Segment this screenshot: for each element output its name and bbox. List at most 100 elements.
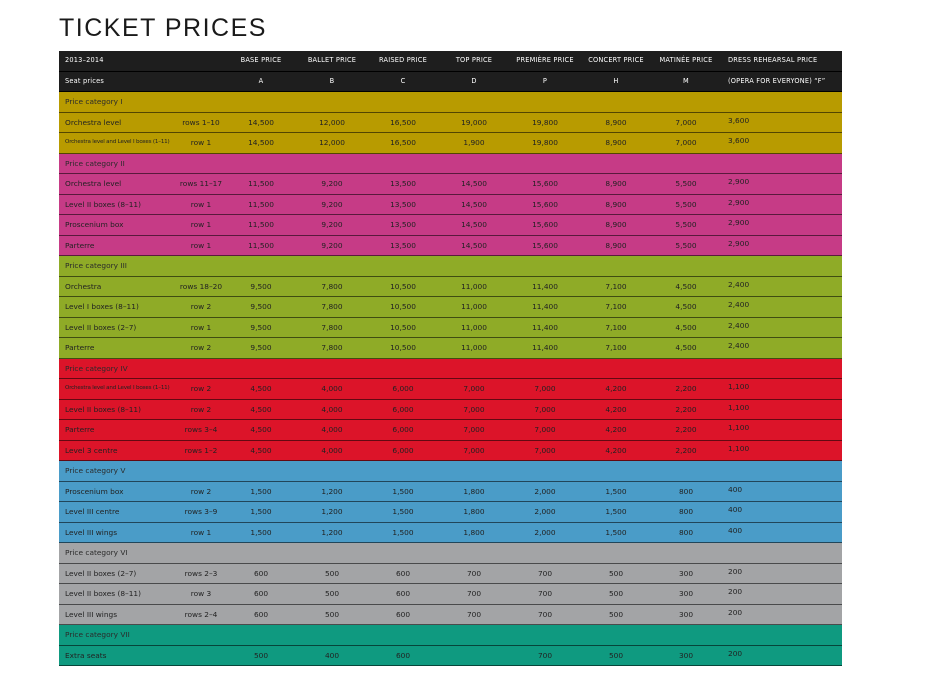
- seat-section: Parterre: [65, 343, 95, 352]
- price-category-header: Price category VII: [59, 625, 842, 646]
- price-cell: 600: [395, 609, 411, 619]
- price-cell: 300: [678, 609, 694, 619]
- column-header: BASE PRICE: [240, 56, 282, 64]
- price-cell: 12,000: [319, 117, 345, 127]
- seat-section: Orchestra level and Level I boxes (1–11): [65, 139, 170, 145]
- price-cell: 13,500: [390, 179, 416, 188]
- table-row: Level I boxes (8–11) row 2 9,500 7,800 10,50…: [59, 297, 842, 318]
- table-row: Level II boxes (8–11) row 1 11,500 9,200 13,…: [59, 194, 842, 215]
- price-cell: 4,200: [605, 445, 627, 455]
- price-category-header: Price category V: [59, 461, 842, 482]
- price-cell: 9,500: [250, 281, 272, 291]
- price-cell: 1,500: [392, 507, 414, 516]
- seat-rows: row 1: [190, 240, 212, 250]
- price-cell: 2,900: [728, 197, 750, 207]
- seat-rows: rows 3–4: [184, 425, 218, 434]
- page-title: TICKET PRICES: [59, 14, 267, 42]
- price-cell: 1,800: [463, 486, 485, 496]
- price-cell: 700: [537, 650, 553, 660]
- price-cell: 1,100: [728, 382, 750, 391]
- table-row: Orchestra rows 18–20 9,500 7,800 10,500 11,00…: [59, 276, 842, 297]
- header-row: 2013–2014 BASE PRICE BALLET PRICE RAISED PR…: [59, 51, 842, 72]
- price-cell: 7,000: [675, 138, 697, 147]
- price-cell: 4,500: [675, 322, 697, 332]
- seat-section: Proscenium box: [65, 486, 124, 496]
- seat-rows: row 3: [190, 589, 212, 598]
- price-cell: 4,500: [250, 445, 272, 455]
- price-cell: 1,800: [463, 527, 485, 537]
- seat-rows: rows 1–2: [184, 445, 218, 455]
- price-cell: 4,500: [675, 302, 697, 311]
- price-cell: 500: [608, 609, 624, 619]
- price-cell: 7,100: [605, 281, 627, 291]
- price-cell: 1,100: [728, 443, 750, 453]
- price-cell: 2,400: [728, 279, 750, 289]
- price-cell: 4,000: [321, 404, 343, 414]
- price-cell: 4,500: [250, 384, 272, 393]
- seat-section: Parterre: [65, 240, 95, 250]
- price-cell: 11,500: [248, 220, 274, 229]
- price-cell: 1,500: [392, 486, 414, 496]
- price-cell: 4,500: [675, 281, 697, 291]
- category-name: Price category VI: [65, 548, 128, 557]
- seat-section: Level II boxes (8–11): [65, 199, 142, 209]
- price-cell: 19,800: [532, 138, 558, 147]
- price-cell: 15,600: [532, 240, 558, 250]
- price-cell: 500: [253, 650, 269, 660]
- price-cell: 8,900: [605, 199, 627, 209]
- table-row: Level II boxes (2–7) rows 2–3 600 500 600 700…: [59, 563, 842, 584]
- price-cell: 14,500: [248, 138, 274, 147]
- seat-rows: rows 2–3: [184, 568, 218, 578]
- price-cell: 700: [466, 609, 482, 619]
- column-header: TOP PRICE: [455, 56, 493, 64]
- price-cell: 1,500: [250, 507, 272, 516]
- column-header: RAISED PRICE: [379, 56, 427, 64]
- season-label: 2013–2014: [65, 56, 104, 64]
- price-cell: 200: [728, 607, 743, 617]
- price-cell: 1,500: [605, 507, 627, 516]
- price-cell: 600: [395, 589, 411, 598]
- price-cell: 1,200: [321, 527, 343, 537]
- price-cell: 1,500: [250, 527, 272, 537]
- table-row: Level III centre rows 3–9 1,500 1,200 1,500 1…: [59, 502, 842, 523]
- price-cell: 11,000: [461, 343, 487, 352]
- price-cell: 9,200: [321, 240, 343, 250]
- seat-section: Orchestra level and Level I boxes (1–11): [65, 385, 170, 391]
- price-cell: 400: [728, 484, 743, 494]
- table-row: Parterre rows 3–4 4,500 4,000 6,000 7,000 7,00…: [59, 420, 842, 441]
- price-cell: 14,500: [461, 199, 487, 209]
- seat-rows: row 2: [190, 404, 212, 414]
- price-cell: 10,500: [390, 302, 416, 311]
- price-cell: 7,000: [463, 445, 485, 455]
- price-cell: 6,000: [392, 384, 414, 393]
- price-cell: 4,500: [250, 404, 272, 414]
- category-name: Price category II: [65, 158, 125, 168]
- price-cell: 9,200: [321, 179, 343, 188]
- seat-section: Level 3 centre: [65, 445, 118, 455]
- seat-rows: [169, 646, 233, 666]
- price-cell: 1,100: [728, 423, 750, 432]
- column-header: DRESS REHEARSAL PRICE: [728, 56, 818, 64]
- price-cell: 14,500: [248, 117, 274, 127]
- price-cell: 13,500: [390, 240, 416, 250]
- price-cell: 10,500: [390, 322, 416, 332]
- price-cell: 6,000: [392, 404, 414, 414]
- price-cell: 1,500: [392, 527, 414, 537]
- price-cell: 3,600: [728, 115, 750, 125]
- price-cell: 2,000: [534, 486, 556, 496]
- price-cell: 14,500: [461, 220, 487, 229]
- price-cell: 9,200: [321, 199, 343, 209]
- price-cell: 400: [728, 525, 743, 535]
- price-cell: 5,500: [675, 220, 697, 229]
- table-row: Orchestra level rows 1–10 14,500 12,000 16,5…: [59, 112, 842, 133]
- column-header: C: [400, 76, 406, 85]
- column-header: P: [542, 76, 548, 85]
- price-cell: 14,500: [461, 240, 487, 250]
- price-category-header: Price category II: [59, 153, 842, 174]
- seat-section: Level III wings: [65, 609, 118, 619]
- price-cell: 5,500: [675, 179, 697, 188]
- price-cell: 600: [395, 568, 411, 578]
- category-name: Price category III: [65, 261, 127, 270]
- price-cell: [444, 646, 504, 666]
- column-header: CONCERT PRICE: [588, 56, 644, 64]
